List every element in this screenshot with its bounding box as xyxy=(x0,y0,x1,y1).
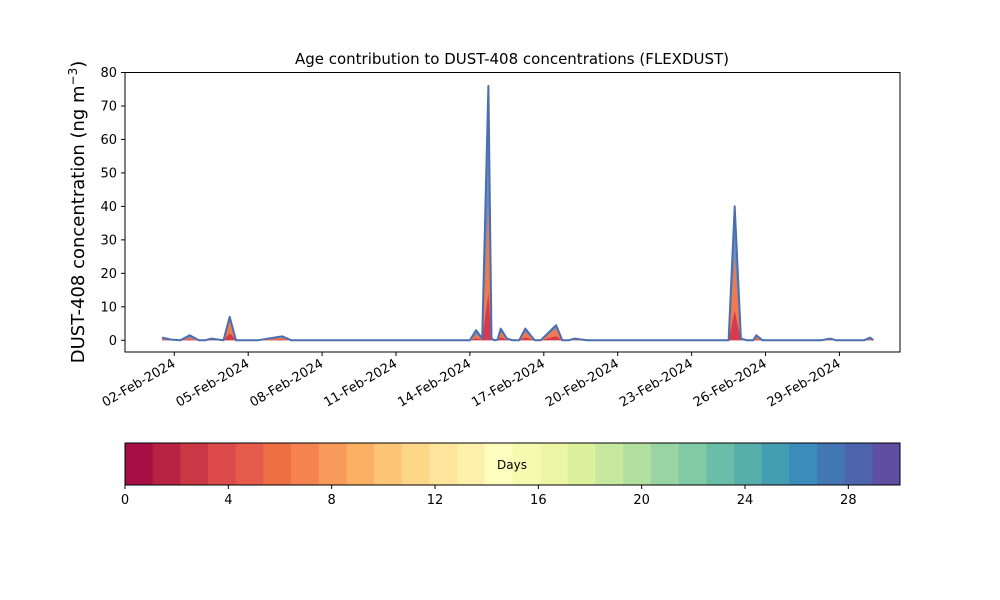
y-tick-label: 40 xyxy=(100,200,117,215)
area-total xyxy=(162,85,874,341)
colorbar-cell xyxy=(540,443,569,485)
x-tick-label: 02-Feb-2024 xyxy=(100,356,179,410)
colorbar-cell xyxy=(512,443,541,485)
colorbar-cell xyxy=(374,443,403,485)
y-axis-label-text: DUST-408 concentration (ng m xyxy=(68,85,89,363)
colorbar-cell xyxy=(263,443,292,485)
colorbar-tick-label: 4 xyxy=(224,493,232,508)
colorbar-cell xyxy=(291,443,320,485)
x-tick-label: 05-Feb-2024 xyxy=(174,356,253,410)
colorbar-cell xyxy=(567,443,597,485)
colorbar-cell xyxy=(595,443,624,485)
x-tick-label: 08-Feb-2024 xyxy=(248,356,327,410)
colorbar-cell xyxy=(623,443,652,485)
colorbar-cell xyxy=(125,443,154,485)
colorbar-cell xyxy=(816,443,846,485)
colorbar-cell xyxy=(208,443,237,485)
colorbar-cell xyxy=(650,443,680,485)
x-tick-label: 20-Feb-2024 xyxy=(543,356,622,410)
x-tick-label: 11-Feb-2024 xyxy=(321,356,400,410)
y-tick-label: 50 xyxy=(100,166,117,181)
colorbar-label: Days xyxy=(497,458,527,472)
colorbar-cell xyxy=(401,443,430,485)
y-axis-label-superscript: −3 xyxy=(66,68,80,86)
plot-area xyxy=(124,72,901,353)
colorbar-tick-label: 16 xyxy=(530,493,547,508)
x-tick-label: 23-Feb-2024 xyxy=(617,356,696,410)
colorbar-cell xyxy=(180,443,209,485)
colorbar-frame xyxy=(124,442,901,486)
y-tick-label: 30 xyxy=(100,233,117,248)
x-tick-label: 17-Feb-2024 xyxy=(469,356,548,410)
colorbar-ticks: 0 4 8 12 16 20 24 28 xyxy=(121,485,857,508)
x-tick-label: 14-Feb-2024 xyxy=(395,356,474,410)
y-tick-label: 10 xyxy=(100,300,117,315)
colorbar-cell xyxy=(235,443,264,485)
series-layer xyxy=(161,84,874,342)
chart-title: Age contribution to DUST-408 concentrati… xyxy=(295,50,729,68)
y-tick-label: 0 xyxy=(109,334,117,349)
colorbar-tick-label: 20 xyxy=(633,493,650,508)
colorbar-cell xyxy=(706,443,735,485)
colorbar-tick-label: 12 xyxy=(427,493,444,508)
colorbar-cell xyxy=(484,443,513,485)
area-series xyxy=(162,206,874,341)
colorbar-cell xyxy=(152,443,181,485)
x-tick-label: 29-Feb-2024 xyxy=(765,356,844,410)
y-axis-label: DUST-408 concentration (ng m−3) xyxy=(66,61,89,364)
y-tick-label: 80 xyxy=(100,66,117,81)
y-tick-label: 20 xyxy=(100,267,117,282)
colorbar-cell xyxy=(789,443,818,485)
colorbar: Days 0 4 8 12 16 20 24 28 xyxy=(121,442,901,508)
colorbar-cell xyxy=(761,443,790,485)
y-axis: 0 10 20 30 40 50 60 70 80 xyxy=(100,66,125,349)
colorbar-cell xyxy=(844,443,873,485)
colorbar-cell xyxy=(678,443,707,485)
colorbar-cell xyxy=(733,443,763,485)
x-axis: 02-Feb-202405-Feb-202408-Feb-202411-Feb-… xyxy=(100,352,844,410)
colorbar-cell xyxy=(457,443,486,485)
colorbar-cell xyxy=(429,443,458,485)
colorbar-tick-label: 0 xyxy=(121,493,129,508)
area-young xyxy=(162,293,874,341)
colorbar-tick-label: 28 xyxy=(840,493,857,508)
plot-frame xyxy=(124,72,901,353)
y-tick-label: 60 xyxy=(100,133,117,148)
colorbar-cell xyxy=(318,443,347,485)
colorbar-cells xyxy=(125,443,901,485)
total-line xyxy=(161,84,874,342)
colorbar-cell xyxy=(872,443,901,485)
colorbar-tick-label: 24 xyxy=(737,493,754,508)
x-tick-label: 26-Feb-2024 xyxy=(691,356,770,410)
y-tick-label: 70 xyxy=(100,99,117,114)
colorbar-cell xyxy=(346,443,375,485)
y-axis-label-close: ) xyxy=(68,61,89,68)
colorbar-tick-label: 8 xyxy=(328,493,336,508)
